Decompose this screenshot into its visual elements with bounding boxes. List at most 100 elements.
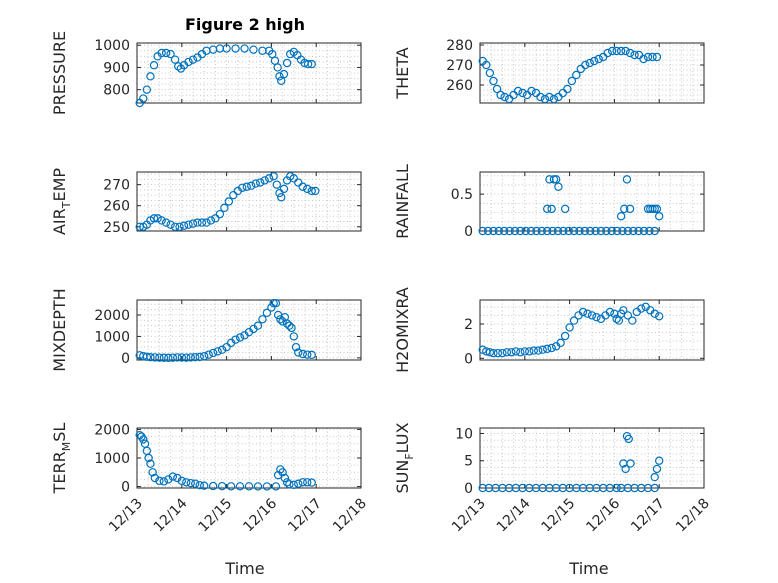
panel-sun-flux: 0 5 10 12/13 12/14 12/15 12/16 12/17 12/18 SUNFLU…	[393, 422, 713, 535]
data-point	[168, 353, 178, 362]
data-point	[516, 348, 525, 357]
data-point	[560, 331, 570, 341]
data-point	[602, 226, 611, 236]
data-point	[164, 353, 173, 363]
y-tick-label: 800	[103, 83, 130, 99]
data-point	[150, 353, 160, 362]
data-point	[496, 90, 505, 100]
data-point	[202, 218, 211, 227]
data-point	[648, 52, 657, 62]
data-point	[485, 348, 495, 357]
data-point	[645, 226, 654, 236]
data-point	[650, 483, 659, 493]
data-point	[184, 57, 193, 67]
data-point	[206, 216, 216, 225]
data-point	[294, 479, 303, 488]
data-point	[521, 226, 530, 236]
data-point	[511, 347, 521, 356]
data-point	[182, 353, 191, 362]
x-tick-label: 12/16	[583, 495, 623, 535]
data-point	[146, 459, 155, 468]
data-point	[161, 218, 171, 227]
data-point	[303, 350, 312, 359]
data-point	[258, 315, 267, 324]
y-tick-label: 270	[446, 58, 473, 74]
data-point	[553, 226, 563, 236]
panel-mixdepth: 0 1000 2000 MIXDEPTH	[50, 288, 362, 372]
data-point	[215, 44, 225, 53]
data-point	[547, 343, 556, 353]
data-point	[626, 459, 635, 468]
data-point	[285, 480, 294, 489]
data-point	[526, 226, 536, 236]
data-point	[155, 353, 164, 362]
data-point	[174, 62, 183, 71]
data-point	[153, 214, 162, 223]
data-point	[276, 315, 285, 324]
x-tick-label: 12/14	[151, 495, 191, 535]
data-point	[551, 175, 561, 184]
data-point	[565, 323, 574, 332]
data-point	[217, 481, 227, 491]
data-point	[173, 473, 182, 483]
data-point	[235, 333, 245, 342]
data-point	[618, 226, 627, 236]
data-point	[142, 352, 152, 361]
data-point	[282, 58, 292, 68]
data-point	[211, 214, 220, 223]
data-point	[264, 174, 274, 183]
data-point	[249, 45, 258, 54]
data-point	[170, 55, 180, 64]
data-point	[238, 183, 247, 193]
data-point	[650, 204, 659, 214]
data-point	[307, 186, 316, 196]
data-point	[499, 226, 509, 236]
data-point	[489, 348, 498, 358]
axes-frame	[136, 299, 362, 361]
data-point	[498, 348, 507, 358]
data-point	[569, 226, 579, 236]
data-point	[543, 204, 552, 214]
x-tick-label: 12/16	[240, 495, 280, 535]
data-point	[648, 204, 657, 214]
y-tick-label: 0	[121, 351, 130, 367]
data-point	[279, 69, 289, 79]
data-point	[285, 321, 294, 330]
y-axis-label: AIRTEMP	[50, 168, 73, 235]
y-axis-label: THETA	[393, 47, 412, 99]
x-axis-label-right: Time	[568, 559, 608, 578]
data-point	[621, 46, 630, 56]
data-point	[612, 46, 621, 56]
data-point	[591, 226, 600, 236]
data-point	[560, 204, 570, 214]
data-point	[188, 55, 198, 64]
y-axis-label: TERRMSL	[50, 423, 73, 495]
data-point	[269, 299, 278, 308]
data-point	[262, 482, 272, 491]
data-point	[625, 48, 635, 58]
data-point	[208, 45, 218, 54]
data-point	[527, 86, 536, 96]
data-point	[208, 348, 218, 358]
data-point	[278, 317, 287, 326]
y-tick-label: 2	[464, 317, 473, 333]
y-tick-label: 260	[446, 78, 473, 94]
y-tick-label: 900	[103, 60, 130, 76]
data-point	[195, 352, 204, 362]
axes-frame	[136, 42, 362, 104]
x-tick-label: 12/15	[539, 496, 579, 536]
data-point	[199, 351, 209, 361]
data-point	[596, 226, 606, 236]
y-tick-label: 260	[103, 199, 130, 215]
data-point	[538, 345, 547, 354]
y-axis-label: MIXDEPTH	[50, 288, 69, 371]
data-point	[282, 319, 292, 328]
data-point	[260, 176, 269, 185]
data-point	[492, 84, 502, 94]
data-point	[298, 182, 307, 191]
y-tick-label: 1000	[94, 329, 130, 345]
data-point	[516, 226, 525, 236]
data-point	[277, 193, 286, 202]
data-point	[634, 226, 643, 236]
data-point	[298, 349, 307, 359]
